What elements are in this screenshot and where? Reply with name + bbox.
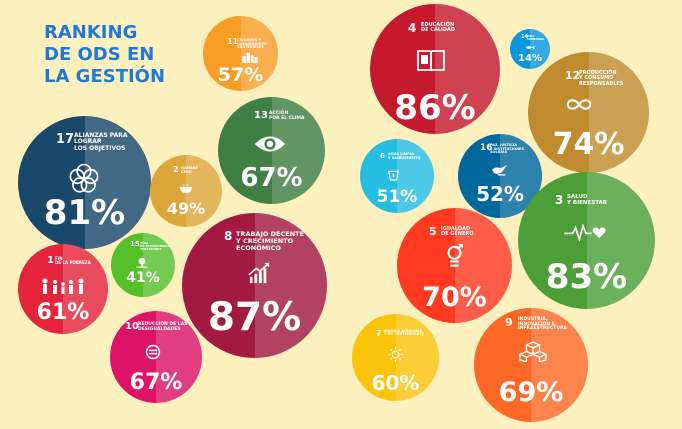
ods-label: Energía asequible y no contaminante (384, 329, 424, 337)
ods-label: Reducción de las desigualdades (138, 322, 188, 332)
ods-label: Industria, innovación e infraestructura (518, 317, 567, 332)
ods-percent: 67% (240, 163, 303, 193)
ods-number: 10 (125, 321, 139, 332)
ods-percent: 67% (129, 370, 183, 395)
ods-number: 16 (480, 143, 493, 153)
ods-number: 2 (173, 165, 179, 174)
ods-percent: 52% (476, 182, 524, 206)
ods-percent: 83% (545, 257, 628, 297)
cubes-icon (519, 341, 547, 362)
ods-number: 6 (380, 152, 385, 160)
flower-icon (69, 163, 99, 193)
water-icon (388, 170, 399, 181)
tree-icon (136, 257, 148, 268)
ods-number: 14 (521, 34, 528, 40)
ods-4-bubble: 4 Educación de calidad 86% (370, 4, 500, 134)
ods-number: 3 (555, 193, 564, 207)
ods-number: 12 (565, 69, 581, 82)
ods-15-bubble: 15 Vida de ecosistemas terrestres 41% (111, 233, 175, 297)
ods-percent: 41% (126, 270, 160, 286)
ods-13-bubble: 13 Acción por el clima 67% (218, 97, 325, 204)
title-line-3: LA GESTIÓN (44, 66, 166, 87)
ods-label: Vida submarina (527, 35, 545, 41)
ods-number: 4 (408, 21, 417, 35)
ods-percent: 14% (518, 53, 542, 64)
growth-chart-icon (248, 262, 270, 284)
ods-5-bubble: 5 Igualdad de género 70% (397, 208, 512, 323)
ods-3-bubble: 3 Salud y bienestar 83% (518, 172, 655, 309)
ods-percent: 70% (422, 282, 487, 313)
ods-percent: 57% (217, 64, 264, 86)
ods-label: Acción por el clima (269, 111, 305, 121)
bowl-icon (179, 183, 193, 194)
ods-percent: 87% (207, 295, 302, 340)
ods-percent: 60% (371, 371, 420, 395)
ods-12-bubble: 12 Producción y consumo responsables 74% (528, 52, 649, 173)
ods-label: Vida de ecosistemas terrestres (140, 241, 170, 252)
page-title: RANKING DE ODS EN LA GESTIÓN (44, 22, 165, 88)
ods-8-bubble: 8 Trabajo decente y crecimiento económic… (182, 213, 327, 358)
equality-icon (145, 344, 161, 360)
ods-label: Paz, justicia e instituciones sólidas (490, 143, 524, 155)
ods-number: 8 (224, 229, 233, 243)
ods-label: Educación de calidad (421, 22, 456, 34)
ods-percent: 81% (43, 193, 126, 233)
ods-9-bubble: 9 Industria, innovación e infraestructur… (474, 308, 588, 422)
ods-percent: 86% (394, 88, 476, 128)
ods-label: Igualdad de género (441, 226, 474, 238)
title-line-1: RANKING (44, 22, 138, 43)
ods-number: 11 (227, 37, 239, 46)
gender-icon (447, 244, 463, 267)
ods-number: 17 (56, 132, 75, 147)
ods-percent: 61% (36, 300, 90, 325)
infinity-icon (566, 99, 592, 110)
ods-label: Ciudades y comunidades sostenibles (237, 38, 267, 50)
ods-percent: 69% (498, 377, 564, 408)
ods-label: Hambre cero (181, 166, 198, 174)
ods-label: Agua limpia y saneamiento (388, 152, 421, 160)
heartbeat-icon (564, 224, 606, 241)
ods-7-bubble: 7 Energía asequible y no contaminante 60… (352, 314, 439, 401)
ods-label: Salud y bienestar (567, 194, 608, 206)
dove-icon (491, 164, 508, 176)
ods-number: 15 (130, 240, 140, 248)
fish-icon (525, 45, 535, 50)
ods-6-bubble: 6 Agua limpia y saneamiento 51% (360, 139, 434, 213)
ods-17-bubble: 17 Alianzas para lograr los objetivos 81… (18, 116, 151, 249)
family-icon (42, 278, 84, 294)
city-icon (242, 52, 258, 63)
ods-percent: 51% (376, 187, 418, 207)
ods-number: 13 (254, 110, 268, 121)
title-line-2: DE ODS EN (44, 44, 155, 65)
ods-percent: 74% (552, 127, 625, 162)
ods-number: 9 (505, 316, 513, 329)
ods-number: 1 (47, 255, 54, 266)
ods-label: Trabajo decente y crecimiento económico (236, 230, 305, 252)
ods-label: Producción y consumo responsables (579, 70, 624, 87)
ods-number: 5 (429, 225, 437, 238)
sun-icon (388, 347, 403, 362)
ods-label: Alianzas para lograr los objetivos (74, 132, 128, 152)
ods-14-bubble: 14 Vida submarina 14% (510, 29, 550, 69)
eye-globe-icon (254, 136, 286, 152)
ods-11-bubble: 11 Ciudades y comunidades sostenibles 57… (203, 16, 278, 91)
ods-number: 7 (376, 329, 382, 338)
ods-label: Fin de la pobreza (55, 256, 91, 266)
ods-1-bubble: 1 Fin de la pobreza 61% (18, 244, 108, 334)
ods-2-bubble: 2 Hambre cero 49% (150, 155, 222, 227)
book-icon (417, 50, 445, 71)
ods-10-bubble: 10 Reducción de las desigualdades 67% (110, 311, 202, 403)
ods-percent: 49% (166, 199, 206, 218)
